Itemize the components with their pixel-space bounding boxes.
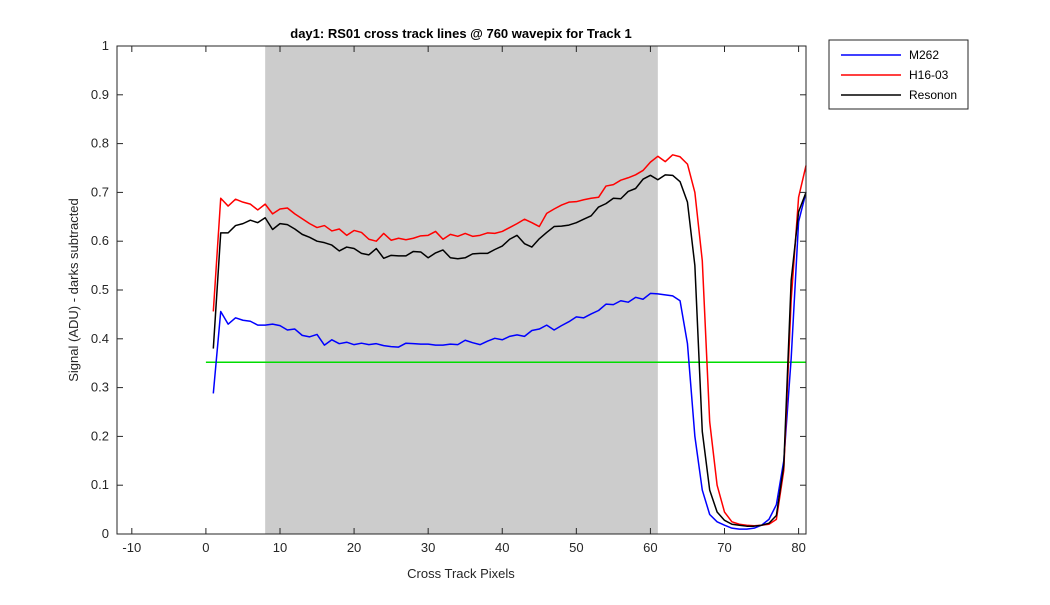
y-tick-label: 0.4 — [91, 331, 109, 346]
legend-label-m262: M262 — [909, 48, 939, 62]
x-tick-label: 80 — [791, 540, 805, 555]
x-tick-label: 70 — [717, 540, 731, 555]
x-tick-label: 60 — [643, 540, 657, 555]
legend-label-resonon: Resonon — [909, 88, 957, 102]
y-tick-label: 0.9 — [91, 87, 109, 102]
x-tick-label: -10 — [122, 540, 141, 555]
y-tick-label: 0.2 — [91, 428, 109, 443]
y-tick-label: 0.6 — [91, 233, 109, 248]
x-tick-label: 10 — [273, 540, 287, 555]
shaded-region — [265, 46, 658, 534]
x-tick-label: 20 — [347, 540, 361, 555]
x-tick-label: 30 — [421, 540, 435, 555]
x-tick-label: 50 — [569, 540, 583, 555]
legend: M262 H16-03 Resonon — [828, 39, 969, 110]
y-axis-label: Signal (ADU) - darks subtracted — [66, 198, 81, 382]
y-tick-label: 1 — [102, 38, 109, 53]
y-tick-label: 0.5 — [91, 282, 109, 297]
y-tick-label: 0.1 — [91, 477, 109, 492]
y-tick-label: 0.8 — [91, 136, 109, 151]
chart-title: day1: RS01 cross track lines @ 760 wavep… — [290, 26, 631, 41]
legend-label-h16-03: H16-03 — [909, 68, 949, 82]
y-tick-label: 0.3 — [91, 380, 109, 395]
x-tick-label: 40 — [495, 540, 509, 555]
series-line-h16-03 — [212, 154, 807, 527]
x-tick-label: 0 — [202, 540, 209, 555]
y-tick-label: 0 — [102, 526, 109, 541]
y-tick-label: 0.7 — [91, 184, 109, 199]
series-line-resonon — [212, 174, 807, 527]
series-line-m262 — [212, 192, 807, 530]
x-axis-label: Cross Track Pixels — [407, 566, 515, 581]
